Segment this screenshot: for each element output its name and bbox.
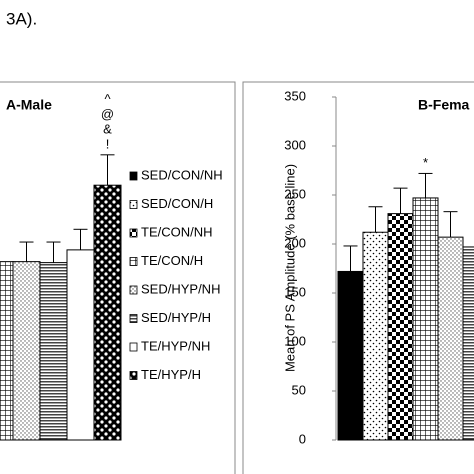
- bar: [387, 213, 414, 441]
- legend-swatch: [129, 285, 138, 295]
- legend-swatch: [129, 342, 138, 352]
- legend-swatch: [129, 371, 138, 380]
- caption: 3A).: [6, 9, 37, 28]
- bar: [66, 249, 95, 441]
- legend-swatch: [129, 314, 138, 323]
- y-tick-label: 150: [284, 284, 306, 299]
- legend-swatch: [129, 228, 138, 238]
- y-tick-label: 100: [284, 333, 306, 348]
- legend-label: TE/HYP/H: [141, 367, 201, 382]
- bar: [462, 246, 474, 441]
- y-tick-label: 300: [284, 137, 306, 152]
- chart-title: A-Male: [6, 97, 52, 113]
- bar: [412, 197, 439, 441]
- bar: [93, 184, 122, 441]
- bar: [0, 261, 14, 441]
- annotation: !: [106, 136, 110, 151]
- bar: [12, 261, 41, 441]
- bar: [362, 231, 389, 441]
- legend-label: TE/CON/NH: [141, 224, 213, 239]
- y-tick-label: 250: [284, 186, 306, 201]
- legend-label: SED/HYP/NH: [141, 281, 220, 296]
- annotation: ^: [104, 91, 111, 106]
- legend-label: SED/CON/H: [141, 196, 213, 211]
- panel-frame: [242, 81, 474, 474]
- annotation: *: [423, 155, 428, 170]
- legend-swatch: [129, 171, 138, 181]
- legend-label: SED/CON/NH: [141, 167, 223, 182]
- y-axis-label: Mean of PS Amplitude (% base line): [282, 164, 297, 372]
- annotation: &: [103, 121, 112, 136]
- legend-swatch: [129, 200, 138, 209]
- bar: [39, 262, 68, 441]
- y-tick-label: 0: [299, 431, 306, 446]
- legend-label: TE/HYP/NH: [141, 338, 210, 353]
- y-tick-label: 350: [284, 88, 306, 103]
- legend-label: TE/CON/H: [141, 253, 203, 268]
- y-tick-label: 50: [292, 382, 306, 397]
- bar: [337, 270, 364, 441]
- chart-title: B-Fema: [418, 97, 470, 113]
- legend-swatch: [129, 257, 138, 266]
- legend-label: SED/HYP/H: [141, 310, 211, 325]
- annotation: @: [101, 106, 114, 121]
- panel-frame: [0, 81, 236, 474]
- y-tick-label: 200: [284, 235, 306, 250]
- bar: [437, 236, 464, 441]
